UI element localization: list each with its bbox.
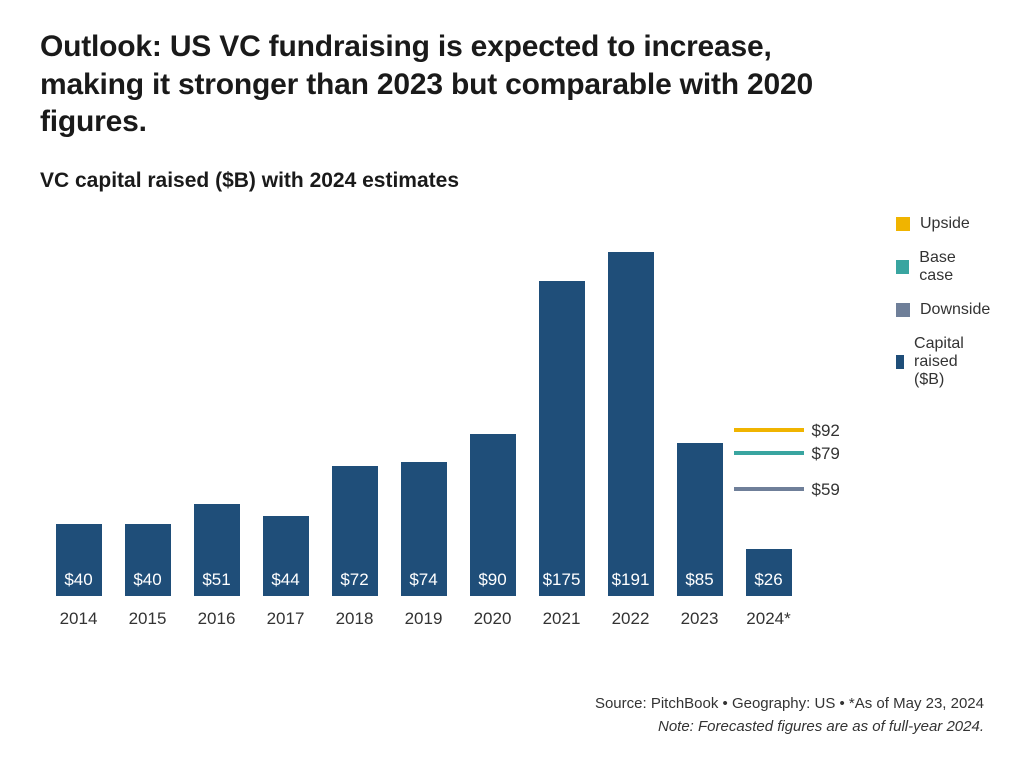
bar-value-label: $74 [401,570,447,590]
bar: $44 [263,516,309,595]
xaxis-label: 2019 [389,609,459,629]
bars-container: $40$40$51$44$72$74$90$175$191$85$26$92$7… [40,236,800,597]
bar-value-label: $40 [125,570,171,590]
chart-plot: $40$40$51$44$72$74$90$175$191$85$26$92$7… [40,211,800,641]
legend-label: Capital raised ($B) [914,335,990,389]
legend-label: Downside [920,301,990,319]
legend-item: Downside [896,301,990,319]
bar-value-label: $191 [608,570,654,590]
legend-item: Capital raised ($B) [896,335,990,389]
bar-value-label: $51 [194,570,240,590]
legend-item: Upside [896,215,990,233]
bar-value-label: $44 [263,570,309,590]
bar: $40 [125,524,171,596]
bar: $40 [56,524,102,596]
estimate-line: $92 [734,428,804,432]
legend-swatch [896,355,904,369]
legend-swatch [896,260,909,274]
legend: Upside Base case Downside Capital raised ($… [800,211,990,641]
page-title: Outlook: US VC fundraising is expected t… [40,28,860,141]
footer-note: Note: Forecasted figures are as of full-… [595,716,984,739]
bar: $26 [746,549,792,596]
footer-source: Source: PitchBook • Geography: US • *As … [595,693,984,716]
legend-swatch [896,217,910,231]
xaxis-labels: 2014201520162017201820192020202120222023… [40,603,800,641]
bar: $90 [470,434,516,596]
xaxis-label: 2021 [527,609,597,629]
xaxis-label: 2020 [458,609,528,629]
bar-value-label: $40 [56,570,102,590]
chart-footer: Source: PitchBook • Geography: US • *As … [595,693,984,738]
xaxis-label: 2014 [44,609,114,629]
bar: $175 [539,281,585,596]
xaxis-label: 2023 [665,609,735,629]
estimate-line: $79 [734,451,804,455]
xaxis-label: 2024* [734,609,804,629]
bar: $74 [401,462,447,595]
bar-value-label: $26 [746,570,792,590]
bar-value-label: $72 [332,570,378,590]
legend-label: Base case [919,249,990,285]
estimate-line: $59 [734,487,804,491]
legend-swatch [896,303,910,317]
bar: $191 [608,252,654,596]
xaxis-label: 2017 [251,609,321,629]
xaxis-label: 2016 [182,609,252,629]
chart-subtitle: VC capital raised ($B) with 2024 estimat… [40,169,984,193]
xaxis-label: 2015 [113,609,183,629]
bar: $85 [677,443,723,596]
bar-value-label: $175 [539,570,585,590]
bar-value-label: $90 [470,570,516,590]
bar: $72 [332,466,378,596]
bar-value-label: $85 [677,570,723,590]
bar: $51 [194,504,240,596]
legend-item: Base case [896,249,990,285]
chart-area: $40 $40 $51 $44 $72 $74 $90 $175 $191 $85 $26 $92 $7… [40,211,984,641]
xaxis-label: 2018 [320,609,390,629]
legend-label: Upside [920,215,970,233]
page: Outlook: US VC fundraising is expected t… [0,0,1024,764]
xaxis-label: 2022 [596,609,666,629]
estimate-lines: $92 $79 $59 [734,236,804,596]
